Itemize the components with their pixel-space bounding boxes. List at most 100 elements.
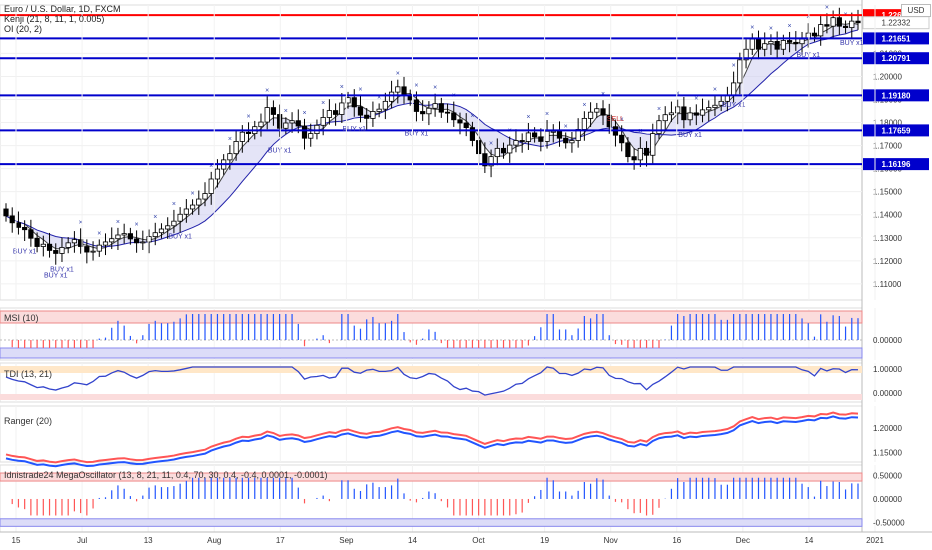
ranger-panel-title: Ranger (20) [4,416,53,426]
candle-body [289,120,295,124]
candle-body [463,122,469,129]
candle-body [233,141,239,155]
last-price-tag [862,16,930,30]
candle-body [569,140,575,144]
candle-body [258,121,264,128]
candle-body [793,41,799,45]
candle-body [780,40,786,50]
msi-panel-title: MSI (10) [4,313,39,323]
buy-signal-label: BUY x1 [405,130,429,137]
candle-body [270,107,277,115]
candle-body [320,117,326,126]
level-tag [863,158,929,171]
candle-body [395,86,401,93]
candle-body [600,108,606,116]
price-tick-label: 1.18000 [873,119,902,128]
x-tick-label: Sep [339,536,354,545]
candle-body [401,86,407,96]
candle-body [370,111,376,119]
cross-marker: × [116,219,120,226]
msi-upper-zone [0,310,863,324]
cross-marker: × [153,214,157,221]
currency-badge[interactable]: USD [901,4,931,17]
x-tick-label: Nov [604,536,618,545]
buy-signal-label: BUY x1 [168,233,192,240]
price-tick-label: 1.17000 [873,142,902,151]
candle-body [494,147,500,158]
candle-body [749,38,755,50]
candle-body [643,147,650,156]
chart-legend: Euro / U.S. Dollar, 1D, FXCM Kenji (21, … [4,4,121,34]
x-tick-label: 17 [276,536,285,545]
candle-body [681,106,687,121]
candle-body [295,120,301,127]
candle-body [22,227,28,231]
level-label: 1.20791 [882,54,911,63]
candle-body [196,198,202,206]
candle-body [656,120,662,135]
candle-body [127,233,133,240]
candle-body [59,247,65,254]
buy-signal-label: BUY x1 [13,249,37,256]
cross-marker: × [713,86,717,93]
candle-body [420,111,426,115]
cross-marker: × [638,128,642,135]
oi-indicator-label: OI (20, 2) [4,24,43,34]
candle-body [189,204,196,210]
candle-body [712,104,718,108]
candle-body [171,220,177,227]
cross-marker: × [788,23,792,30]
candle-body [675,106,681,114]
candle-body [519,140,525,142]
mega-tick-label: -0.50000 [873,519,905,528]
candle-body [706,107,712,111]
ranger-lower-line [5,415,859,468]
candle-body [283,122,289,129]
buy-signal-label: BUY x1 [50,266,74,273]
candle-body [109,238,115,243]
candle-body [65,242,71,248]
cross-marker: × [135,221,139,228]
candle-body [84,246,90,253]
cross-marker: × [340,84,344,91]
candle-body [774,41,780,50]
tdi-tick-label: 0.00000 [873,389,902,398]
candle-body [762,43,768,50]
candle-body [699,109,706,116]
cross-marker: × [172,201,176,208]
candle-body [737,59,743,84]
tdi-upper-zone [0,366,862,373]
candle-body [488,156,494,167]
candle-body [34,237,40,247]
candle-body [768,41,774,45]
candle-body [650,133,656,156]
candle-body [587,111,594,119]
cross-marker: × [396,71,400,78]
buy-signal-label: BUY x1 [44,272,68,279]
buy-signal-label: BUY x1 [722,102,746,109]
cross-marker: × [191,190,195,197]
candle-body [426,107,432,115]
x-tick-label: 13 [144,536,153,545]
candle-body [786,40,793,43]
cross-marker: × [414,82,418,89]
buy-signal-label: BUY x1 [678,132,702,139]
candle-body [351,97,357,108]
candle-body [631,156,637,161]
price-tick-label: 1.20000 [873,72,902,81]
x-tick-label: Aug [207,536,221,545]
buy-signal-label: BUY x1 [840,40,864,47]
candle-body [513,140,519,146]
candle-body [507,144,513,154]
cross-marker: × [694,95,698,102]
candle-body [121,233,127,236]
candle-body [339,102,345,115]
panel-frame-3 [0,405,863,463]
candle-body [594,108,600,113]
candle-body [718,100,724,106]
x-tick-label: 14 [408,536,417,545]
cross-marker: × [620,116,624,123]
candle-body [830,17,836,27]
candle-body [413,99,420,112]
candle-body [183,208,189,215]
